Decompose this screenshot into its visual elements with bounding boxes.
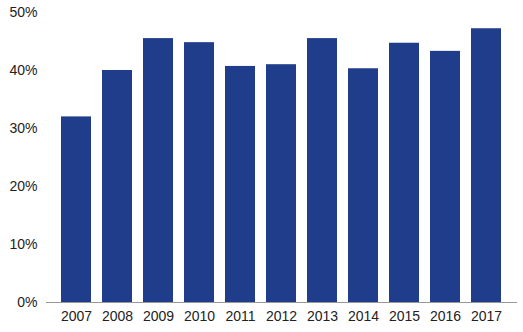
svg-text:30%: 30% xyxy=(9,120,37,136)
svg-text:40%: 40% xyxy=(9,62,37,78)
svg-text:2015: 2015 xyxy=(389,308,420,324)
svg-text:10%: 10% xyxy=(9,236,37,252)
svg-text:2007: 2007 xyxy=(61,308,92,324)
svg-text:2009: 2009 xyxy=(143,308,174,324)
svg-text:20%: 20% xyxy=(9,178,37,194)
svg-text:2012: 2012 xyxy=(266,308,297,324)
svg-text:50%: 50% xyxy=(9,4,37,20)
svg-text:2017: 2017 xyxy=(471,308,502,324)
svg-text:2013: 2013 xyxy=(307,308,338,324)
svg-text:2016: 2016 xyxy=(430,308,461,324)
svg-text:2011: 2011 xyxy=(225,308,255,324)
svg-text:2008: 2008 xyxy=(102,308,133,324)
svg-text:2010: 2010 xyxy=(184,308,215,324)
svg-text:0%: 0% xyxy=(17,294,37,310)
svg-text:2014: 2014 xyxy=(348,308,379,324)
